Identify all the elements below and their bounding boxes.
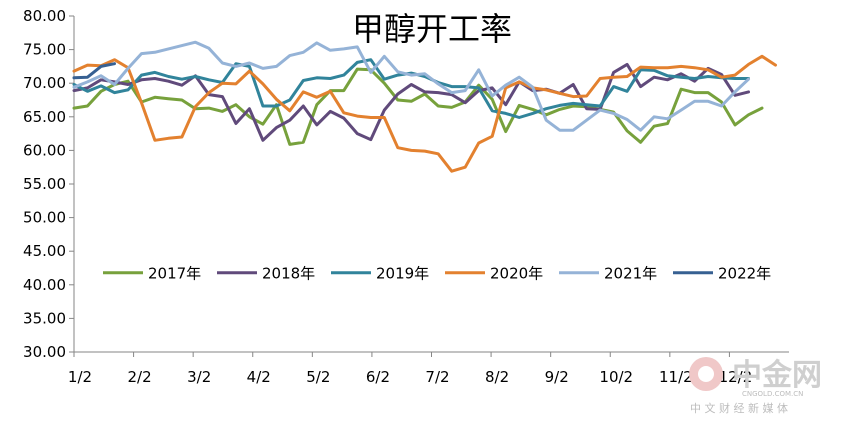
series-line-2019年 (72, 58, 750, 119)
x-tick-label: 7/2 (425, 368, 449, 386)
x-tick-label: 2/2 (128, 368, 152, 386)
legend-label: 2019年 (376, 265, 429, 283)
chart-title: 甲醇开工率 (352, 10, 512, 48)
watermark-brand: 中金网 (732, 358, 822, 393)
x-tick-label: 5/2 (306, 368, 330, 386)
y-tick-label: 35.00 (23, 309, 66, 327)
x-tick-label: 11/2 (659, 368, 693, 386)
watermark-slogan: 中 文 财 经 新 媒 体 (690, 401, 788, 415)
y-tick-label: 30.00 (23, 343, 66, 361)
y-tick-label: 40.00 (23, 276, 66, 294)
series-line-2022年 (72, 62, 116, 80)
y-tick-label: 45.00 (23, 242, 66, 260)
y-tick-label: 65.00 (23, 108, 66, 126)
y-tick-label: 80.00 (23, 7, 66, 25)
watermark-emblem-core (698, 366, 714, 382)
legend: 2017年 2018年 2019年 2020年 2021年 2022年 (103, 265, 771, 283)
y-tick-label: 55.00 (23, 175, 66, 193)
x-tick-label: 4/2 (247, 368, 271, 386)
x-tick-label: 12/2 (719, 368, 753, 386)
watermark-logo: 中金网 CNGOLD.COM.CN 中 文 财 经 新 媒 体 (689, 357, 822, 415)
x-tick-label: 1/2 (68, 368, 92, 386)
y-tick-label: 60.00 (23, 141, 66, 159)
legend-label: 2018年 (262, 265, 315, 283)
legend-label: 2022年 (718, 265, 771, 283)
legend-label: 2017年 (148, 265, 201, 283)
series-line-2021年 (72, 40, 750, 132)
series-lines (72, 40, 777, 173)
x-tick-label: 6/2 (366, 368, 390, 386)
legend-label: 2021年 (604, 265, 657, 283)
x-tick-label: 3/2 (187, 368, 211, 386)
series-line-2020年 (72, 54, 777, 173)
legend-label: 2020年 (490, 265, 543, 283)
y-tick-label: 50.00 (23, 209, 66, 227)
x-tick-label: 9/2 (545, 368, 569, 386)
watermark-domain: CNGOLD.COM.CN (742, 390, 803, 398)
series-line-2017年 (72, 67, 764, 146)
x-tick-label: 8/2 (485, 368, 509, 386)
x-tick-label: 10/2 (599, 368, 633, 386)
y-tick-label: 70.00 (23, 74, 66, 92)
y-tick-label: 75.00 (23, 41, 66, 59)
axes: 30.00 35.00 40.00 45.00 50.00 55.00 60.00 65.00… (23, 7, 789, 386)
